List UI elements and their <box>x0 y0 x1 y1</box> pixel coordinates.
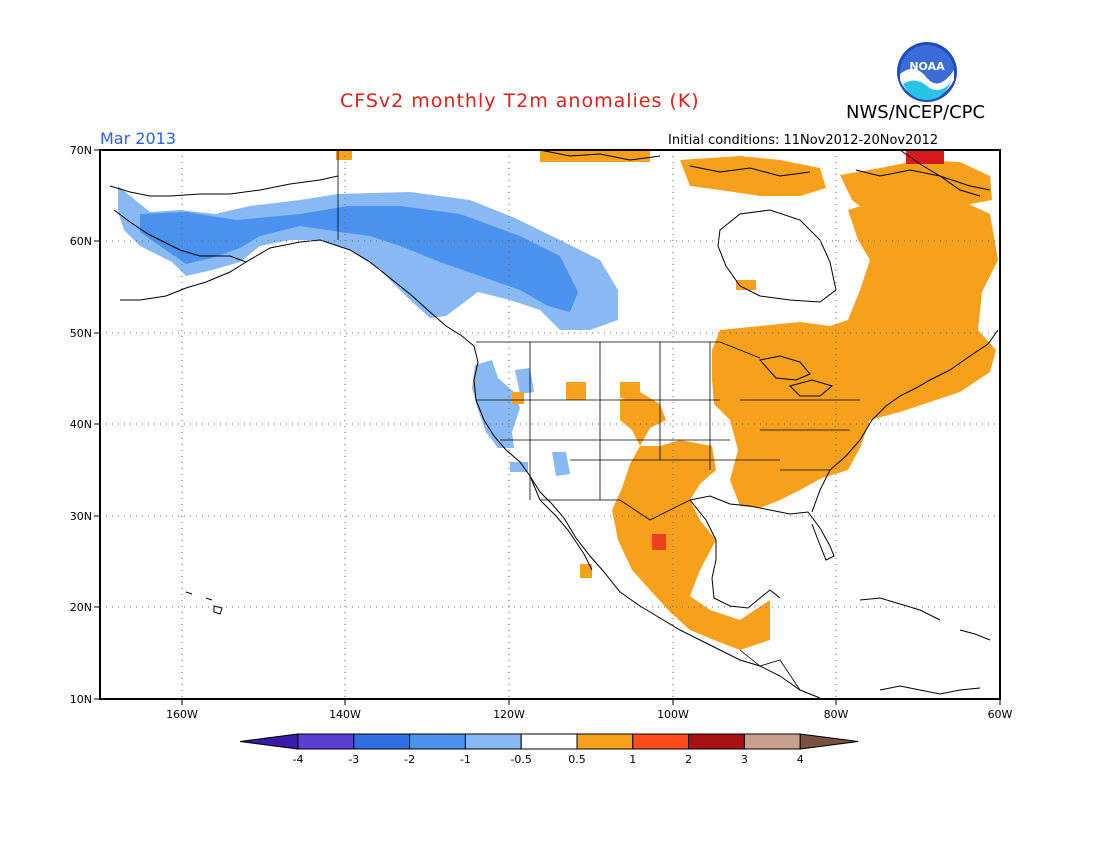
org-label: NWS/NCEP/CPC <box>846 102 986 123</box>
lat-label: 60N <box>70 235 92 248</box>
lat-label: 50N <box>70 327 92 340</box>
colorbar-arrow-low <box>239 733 299 750</box>
colorbar-label: 3 <box>741 753 748 766</box>
lat-label: 30N <box>70 510 92 523</box>
lon-label: 80W <box>824 708 849 721</box>
graticule <box>100 150 1000 699</box>
lon-label: 120W <box>493 708 525 721</box>
colorbar-label: -0.5 <box>510 753 531 766</box>
colorbar-label: 4 <box>797 753 804 766</box>
colorbar-segment <box>297 733 355 750</box>
colorbar-segment <box>743 733 801 750</box>
noaa-logo-icon: NOAA <box>895 40 959 104</box>
colorbar-label: 0.5 <box>568 753 586 766</box>
colorbar: -4 -3 -2 -1 -0.5 0.5 1 2 3 4 <box>239 733 859 766</box>
lat-labels: 70N 60N 50N 40N 30N 20N 10N <box>70 144 92 706</box>
coastlines <box>109 149 999 699</box>
lat-label: 40N <box>70 418 92 431</box>
colorbar-segment <box>409 733 466 750</box>
lon-label: 140W <box>329 708 361 721</box>
colorbar-label: -4 <box>293 753 304 766</box>
svg-text:NOAA: NOAA <box>909 60 945 73</box>
lat-label: 70N <box>70 144 92 157</box>
colorbar-segment <box>464 733 522 750</box>
colorbar-label: 2 <box>685 753 692 766</box>
valid-month: Mar 2013 <box>100 129 176 148</box>
lat-label: 10N <box>70 693 92 706</box>
colorbar-segment <box>632 733 690 750</box>
colorbar-label: -3 <box>348 753 359 766</box>
lat-label: 20N <box>70 601 92 614</box>
chart-title: CFSv2 monthly T2m anomalies (K) <box>340 90 700 112</box>
colorbar-segment <box>353 733 411 750</box>
initial-conditions: Initial conditions: 11Nov2012-20Nov2012 <box>668 133 939 148</box>
lon-labels: 160W 140W 120W 100W 80W 60W <box>166 708 1012 721</box>
colorbar-segment <box>576 733 634 750</box>
colorbar-label: 1 <box>629 753 636 766</box>
colorbar-label: -1 <box>460 753 471 766</box>
colorbar-arrow-high <box>799 733 859 750</box>
lon-label: 60W <box>988 708 1013 721</box>
borders <box>337 150 860 691</box>
lon-label: 160W <box>166 708 198 721</box>
colorbar-label: -2 <box>404 753 415 766</box>
colorbar-segment <box>688 733 745 750</box>
colorbar-segment <box>520 733 578 750</box>
lon-label: 100W <box>657 708 689 721</box>
axis-ticks <box>94 149 1001 705</box>
